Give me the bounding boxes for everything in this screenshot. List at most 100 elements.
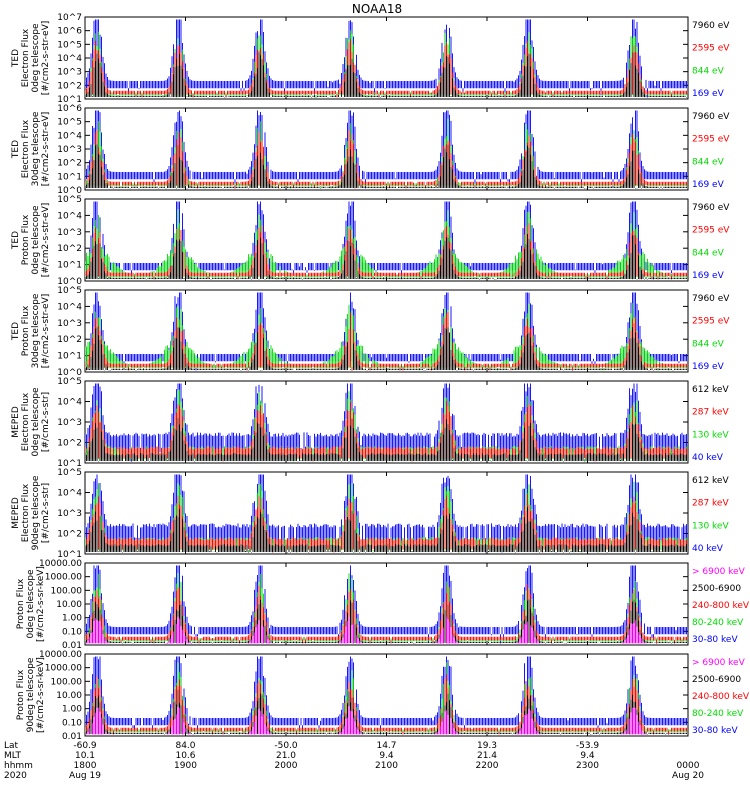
y-tick-label: 10^1 (57, 550, 82, 560)
y-axis-label-line: Electron Flux (21, 119, 31, 178)
legend-entry: 2500-6900 (692, 584, 741, 594)
y-tick-label: 10^4 (57, 211, 82, 221)
y-tick-label: 10^2 (57, 439, 82, 449)
y-tick-label: 10^1 (57, 459, 82, 469)
panel-traces (85, 110, 687, 189)
y-tick-label: 10^5 (57, 468, 82, 478)
y-axis-label-line: 0deg telescope (31, 205, 41, 275)
time-axis-mlt: 10.1 (75, 751, 95, 761)
panel-traces (85, 474, 687, 553)
y-axis-label-line: Proton Flux (21, 305, 31, 356)
legend-entry: 130 keV (692, 521, 729, 531)
y-axis-label-line: TED (11, 231, 21, 250)
flux-series-5 (85, 706, 651, 735)
y-axis-label-line: [#/cm2-s-str-eV] (41, 112, 51, 187)
y-axis-label: TED Electron Flux 0deg telescope [#/cm2-s-s… (11, 21, 51, 96)
y-axis-label-line: MEPED (11, 497, 21, 529)
y-axis-label-line: TED (11, 49, 21, 68)
y-tick-label: 10^4 (57, 131, 82, 141)
legend-entry: 40 keV (692, 544, 724, 554)
panel-traces (85, 292, 687, 371)
panel-traces (85, 383, 687, 462)
y-tick-label: 10.00 (56, 691, 82, 701)
y-tick-label: 10^4 (57, 302, 82, 312)
y-axis-label-line: [#/cm2-s-sr-keV] (36, 566, 46, 642)
y-axis-label-line: 30deg telescope (31, 111, 41, 186)
y-tick-label: 10^3 (57, 68, 82, 78)
legend-entry: 844 eV (692, 248, 725, 258)
legend-entry: > 6900 keV (692, 658, 746, 668)
y-tick-label: 0.01 (62, 732, 82, 742)
y-axis-label-line: Electron Flux (21, 392, 31, 451)
y-tick-label: 10^6 (57, 27, 82, 37)
panel-5: 10^1 10^2 10^3 10^4 10^5 MEPED Electron Flux 0d… (11, 377, 729, 469)
legend-entry: 240-800 keV (692, 601, 750, 611)
legend-entry: 80-240 keV (692, 618, 744, 628)
time-axis-lat: 19.3 (477, 741, 497, 751)
legend-entry: 30-80 keV (692, 726, 738, 736)
y-tick-label: 10^4 (57, 489, 82, 499)
y-axis-label-line: [#/cm2-s-str-eV] (41, 203, 51, 278)
y-tick-label: 10^2 (57, 159, 82, 169)
y-tick-label: 10^0 (57, 368, 82, 378)
legend-entry: 169 eV (692, 362, 725, 372)
y-tick-label: 10000.00 (39, 650, 82, 660)
y-axis-label-line: Proton Flux (21, 214, 31, 265)
legend-entry: 169 eV (692, 89, 725, 99)
y-axis-label-line: Proton Flux (16, 578, 26, 629)
flux-series-4 (85, 418, 687, 462)
time-axis-row-label: Lat (4, 741, 19, 751)
y-axis-label: Proton Flux 0deg telescope [#/cm2-s-sr-keV… (16, 566, 46, 642)
y-tick-label: 10.00 (56, 600, 82, 610)
y-tick-label: 1.00 (62, 705, 82, 715)
panel-traces (85, 656, 687, 735)
y-axis-label-line: 90deg telescope (26, 657, 36, 732)
y-tick-label: 10^4 (57, 54, 82, 64)
y-tick-label: 10^0 (57, 277, 82, 287)
y-tick-label: 1.00 (62, 614, 82, 624)
y-axis-label: MEPED Electron Flux 0deg telescope [#/cm2-s… (11, 387, 51, 457)
time-axis-mlt: 21.4 (477, 751, 497, 761)
y-tick-label: 10^5 (57, 286, 82, 296)
panel-2: 10^0 10^1 10^2 10^3 10^4 10^5 10^6 TED Electron … (11, 104, 730, 196)
y-tick-label: 10^4 (57, 398, 82, 408)
y-tick-label: 10^5 (57, 118, 82, 128)
time-axis-lat: -60.9 (73, 741, 97, 751)
time-axis-mlt: 9.4 (379, 751, 394, 761)
time-axis-hhmm: 1800 (74, 761, 97, 771)
time-axis-lat: -53.9 (576, 741, 600, 751)
y-axis-label-line: TED (11, 322, 21, 341)
time-axis-hhmm: 0000 (677, 761, 700, 771)
panel-traces (85, 19, 687, 98)
panel-3: 10^0 10^1 10^2 10^3 10^4 10^5 TED Proton Flux 0d… (11, 195, 730, 287)
legend-entry: > 6900 keV (692, 567, 746, 577)
y-axis-label-line: 0deg telescope (31, 387, 41, 457)
time-axis-row-label: MLT (4, 751, 22, 761)
time-axis-hhmm: 2300 (576, 761, 599, 771)
panel-7: 10000.00 1000.00 100.00 10.00 1.00 0.10 0.01 Pr… (16, 559, 750, 651)
legend-entry: 40 keV (692, 453, 724, 463)
y-axis-label-line: [#/cm2-s-str] (41, 392, 51, 452)
y-axis-label-line: [#/cm2-s-str] (41, 483, 51, 543)
y-tick-label: 10^1 (57, 352, 82, 362)
flux-series-5 (85, 616, 651, 644)
y-axis-label: MEPED Electron Flux 90deg telescope [#/cm2-… (11, 475, 51, 550)
y-tick-label: 10^2 (57, 335, 82, 345)
flux-series-4 (85, 507, 687, 553)
legend-entry: 287 keV (692, 408, 729, 418)
y-axis-label-line: [#/cm2-s-sr-keV] (36, 657, 46, 733)
y-axis-label-line: Electron Flux (21, 483, 31, 542)
y-axis-label-line: 90deg telescope (31, 475, 41, 550)
legend-entry: 7960 eV (692, 112, 730, 122)
time-axis-row-label: hhmm (4, 761, 33, 771)
y-tick-label: 10^5 (57, 377, 82, 387)
y-tick-label: 10000.00 (39, 559, 82, 569)
y-axis-label-line: MEPED (11, 406, 21, 438)
time-axis-hhmm: 2000 (275, 761, 298, 771)
y-tick-label: 10^3 (57, 228, 82, 238)
time-axis-mlt: 10.6 (175, 751, 195, 761)
legend-entry: 80-240 keV (692, 709, 744, 719)
y-axis-label: TED Proton Flux 0deg telescope [#/cm2-s-str… (11, 203, 51, 278)
legend-entry: 844 eV (692, 339, 725, 349)
